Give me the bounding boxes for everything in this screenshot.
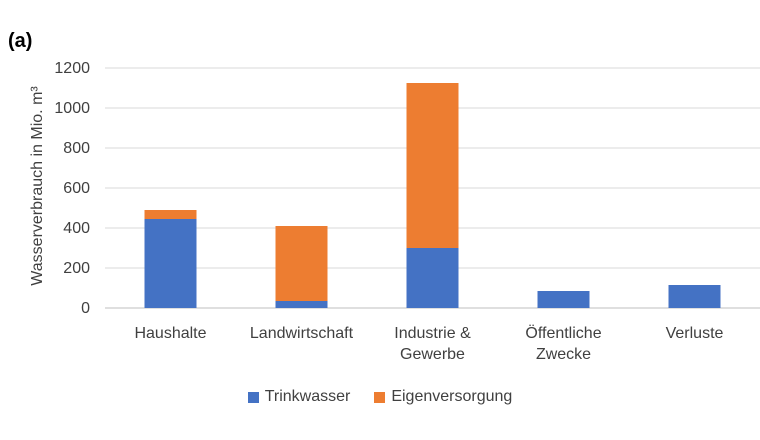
bar-trinkwasser [537, 291, 590, 308]
y-tick-label: 800 [63, 140, 90, 157]
y-tick-label: 200 [63, 260, 90, 277]
bar-eigenversorgung [275, 226, 328, 301]
x-tick-label: Gewerbe [400, 346, 465, 363]
legend-swatch-eigenversorgung [374, 391, 386, 403]
bar-trinkwasser [275, 301, 328, 308]
legend: Trinkwasser Eigenversorgung [0, 388, 760, 406]
x-tick-label: Verluste [666, 325, 724, 342]
bar-eigenversorgung [406, 83, 459, 248]
bar-trinkwasser [668, 285, 721, 308]
legend-item-trinkwasser: Trinkwasser [247, 388, 351, 406]
legend-label-trinkwasser: Trinkwasser [264, 388, 351, 405]
y-tick-label: 1200 [54, 60, 90, 77]
y-tick-label: 400 [63, 220, 90, 237]
bar-trinkwasser [144, 219, 197, 308]
x-tick-label: Haushalte [134, 325, 206, 342]
x-tick-label: Landwirtschaft [250, 325, 354, 342]
legend-swatch-trinkwasser [247, 391, 259, 403]
x-tick-label: Industrie & [394, 325, 471, 342]
panel-label: (a) [8, 30, 33, 52]
bar-eigenversorgung [144, 210, 197, 219]
y-tick-label: 600 [63, 180, 90, 197]
x-tick-label: Öffentliche [525, 324, 601, 342]
bar-trinkwasser [406, 248, 459, 308]
legend-label-eigenversorgung: Eigenversorgung [391, 388, 513, 405]
y-tick-label: 1000 [54, 100, 90, 117]
legend-item-eigenversorgung: Eigenversorgung [374, 388, 512, 406]
x-tick-label: Zwecke [536, 346, 591, 363]
y-tick-label: 0 [81, 300, 90, 317]
